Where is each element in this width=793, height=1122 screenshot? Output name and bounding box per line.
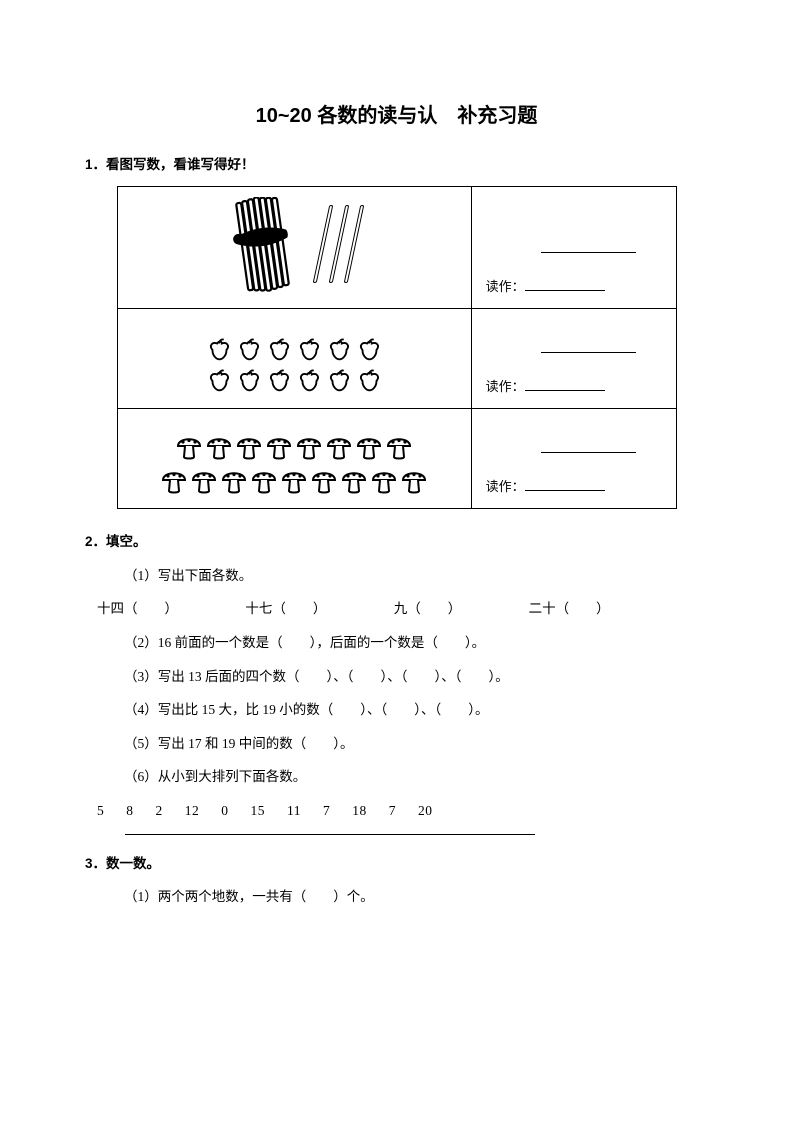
apple-icon bbox=[355, 337, 383, 363]
read-label: 读作： bbox=[486, 479, 525, 494]
q1-image-sticks bbox=[117, 186, 471, 309]
apple-icon bbox=[235, 337, 263, 363]
mushroom-icon bbox=[219, 465, 249, 495]
q2-p5: （5）写出 17 和 19 中间的数（ ）。 bbox=[97, 733, 708, 755]
q3-p1: （1）两个两个地数，一共有（ ）个。 bbox=[97, 886, 708, 908]
mushroom-icon bbox=[294, 431, 324, 461]
answer-blank-number bbox=[541, 239, 662, 260]
q2-num: 18 bbox=[352, 803, 367, 818]
mushroom-row bbox=[132, 465, 457, 498]
answer-read-line: 读作： bbox=[486, 277, 662, 298]
q2-num: 0 bbox=[221, 803, 228, 818]
q1-table: 读作： 读作： 读作： bbox=[117, 186, 677, 510]
q3-body: （1）两个两个地数，一共有（ ）个。 bbox=[85, 886, 708, 908]
apple-icon bbox=[295, 368, 323, 394]
answer-read-line: 读作： bbox=[486, 477, 662, 498]
mushroom-icon bbox=[264, 431, 294, 461]
mushroom-icon bbox=[399, 465, 429, 495]
q2-p2: （2）16 前面的一个数是（ ），后面的一个数是（ ）。 bbox=[97, 632, 708, 654]
mushroom-icon bbox=[339, 465, 369, 495]
q2-body: （1）写出下面各数。 十四（ ） 十七（ ） 九（ ） 二十（ ） （2）16 … bbox=[85, 565, 708, 835]
mushroom-icon bbox=[309, 465, 339, 495]
mushroom-icon bbox=[354, 431, 384, 461]
apple-icon bbox=[205, 368, 233, 394]
q1-answer-cell: 读作： bbox=[471, 409, 676, 509]
mushroom-icon bbox=[204, 431, 234, 461]
mushroom-icon bbox=[234, 431, 264, 461]
q2-p1-items: 十四（ ） 十七（ ） 九（ ） 二十（ ） bbox=[97, 598, 708, 620]
apple-icon bbox=[265, 368, 293, 394]
mushroom-icon bbox=[369, 465, 399, 495]
table-row: 读作： bbox=[117, 186, 676, 309]
apple-icon bbox=[355, 368, 383, 394]
q3-heading: 3．数一数。 bbox=[85, 853, 708, 875]
q2-num: 15 bbox=[251, 803, 266, 818]
page-title: 10~20 各数的读与认 补充习题 bbox=[85, 100, 708, 132]
mushroom-icon bbox=[279, 465, 309, 495]
apple-row bbox=[132, 368, 457, 397]
mushroom-icon bbox=[159, 465, 189, 495]
q1-answer-cell: 读作： bbox=[471, 186, 676, 309]
mushroom-icon bbox=[174, 431, 204, 461]
apple-icon bbox=[295, 337, 323, 363]
q2-p6: （6）从小到大排列下面各数。 bbox=[97, 766, 708, 788]
stick-bundle-icon bbox=[228, 197, 298, 299]
table-row: 读作： bbox=[117, 309, 676, 409]
sticks-loose bbox=[317, 205, 360, 290]
q2-num: 12 bbox=[185, 803, 200, 818]
q1-heading: 1．看图写数，看谁写得好！ bbox=[85, 154, 708, 176]
apple-icon bbox=[205, 337, 233, 363]
q2-num: 11 bbox=[287, 803, 301, 818]
q2-number-list: 5 8 2 12 0 15 11 7 18 7 20 bbox=[97, 800, 708, 822]
apple-icon bbox=[325, 337, 353, 363]
answer-blank-number bbox=[541, 339, 662, 360]
q1-answer-cell: 读作： bbox=[471, 309, 676, 409]
q2-p1-item: 十七（ ） bbox=[245, 601, 326, 616]
q2-num: 20 bbox=[418, 803, 433, 818]
q2-p4: （4）写出比 15 大，比 19 小的数（ ）、（ ）、（ ）。 bbox=[97, 699, 708, 721]
read-label: 读作： bbox=[486, 279, 525, 294]
stick-icon bbox=[344, 205, 365, 283]
apple-icon bbox=[265, 337, 293, 363]
q1-image-apples bbox=[117, 309, 471, 409]
q2-p1-label: （1）写出下面各数。 bbox=[97, 565, 708, 587]
q2-p1-item: 十四（ ） bbox=[97, 601, 178, 616]
answer-read-line: 读作： bbox=[486, 377, 662, 398]
q2-p1-item: 二十（ ） bbox=[529, 601, 610, 616]
table-row: 读作： bbox=[117, 409, 676, 509]
q2-heading: 2．填空。 bbox=[85, 531, 708, 553]
apple-icon bbox=[325, 368, 353, 394]
q2-num: 7 bbox=[323, 803, 330, 818]
mushroom-icon bbox=[324, 431, 354, 461]
mushroom-row bbox=[132, 431, 457, 464]
q2-sort-line bbox=[125, 834, 535, 835]
q2-num: 8 bbox=[126, 803, 133, 818]
q2-p1-item: 九（ ） bbox=[394, 601, 462, 616]
q2-num: 2 bbox=[156, 803, 163, 818]
q2-num: 5 bbox=[97, 803, 104, 818]
answer-blank-number bbox=[541, 439, 662, 460]
apple-icon bbox=[235, 368, 263, 394]
q2-num: 7 bbox=[389, 803, 396, 818]
q2-p3: （3）写出 13 后面的四个数（ ）、（ ）、（ ）、（ ）。 bbox=[97, 666, 708, 688]
mushroom-icon bbox=[249, 465, 279, 495]
mushroom-icon bbox=[189, 465, 219, 495]
read-label: 读作： bbox=[486, 379, 525, 394]
apple-row bbox=[132, 337, 457, 366]
q1-image-mushrooms bbox=[117, 409, 471, 509]
mushroom-icon bbox=[384, 431, 414, 461]
